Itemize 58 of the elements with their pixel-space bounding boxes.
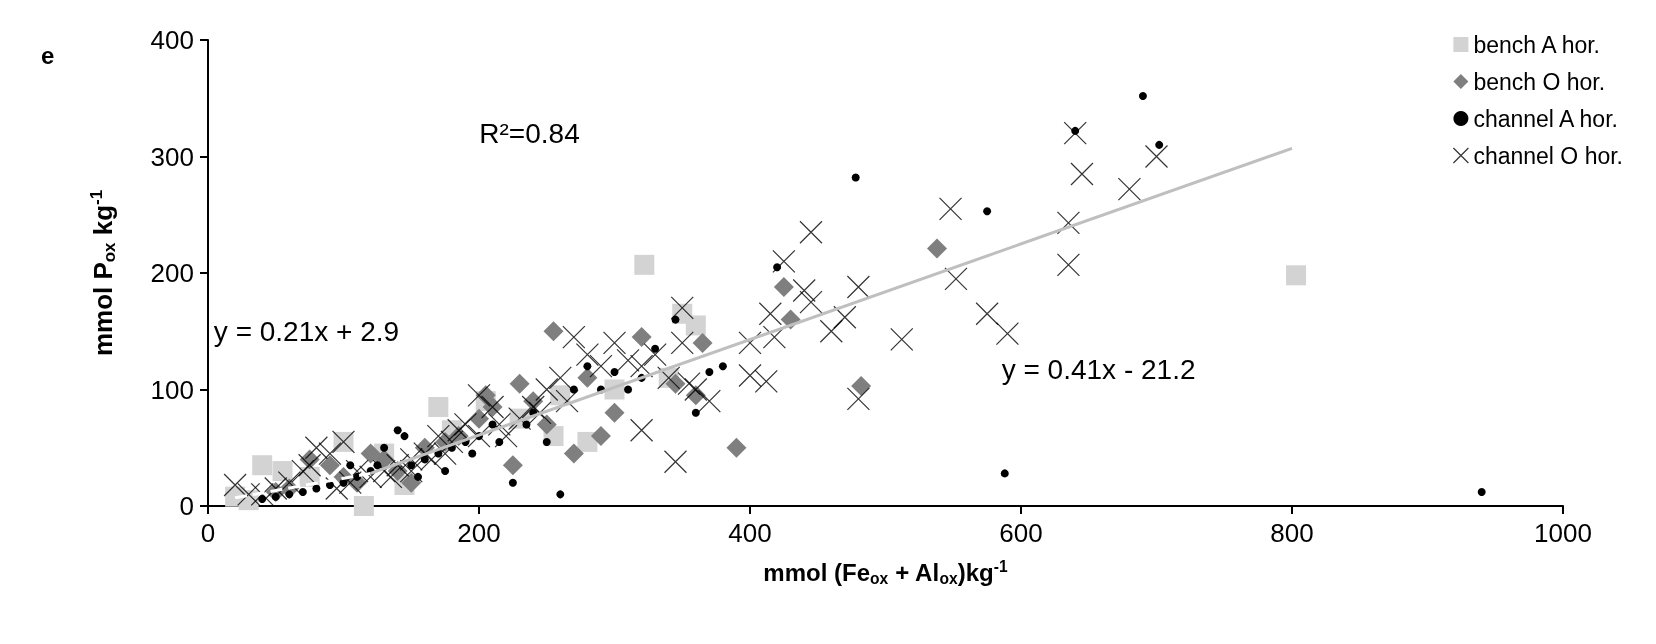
point	[252, 455, 273, 476]
point	[773, 276, 794, 297]
point	[577, 367, 598, 388]
point	[542, 437, 551, 446]
point	[298, 488, 307, 497]
x-tick-label: 400	[728, 518, 772, 548]
y-tick-label: 200	[150, 258, 194, 288]
x-tick-label: 600	[999, 518, 1043, 548]
point	[718, 362, 727, 371]
point	[353, 496, 374, 516]
point	[508, 478, 517, 487]
point	[468, 449, 477, 458]
legend-label: bench A hor.	[1473, 31, 1601, 58]
y-axis-title: mmol Pox kg-1	[87, 189, 119, 357]
y-tick-label: 400	[150, 25, 194, 55]
y-tick-label: 0	[179, 491, 194, 521]
point	[691, 408, 700, 417]
x-tick-label: 800	[1270, 518, 1314, 548]
point	[851, 173, 860, 182]
point	[726, 437, 747, 458]
point	[983, 207, 992, 216]
point	[1138, 91, 1147, 100]
annotation: y = 0.21x + 2.9	[213, 315, 400, 347]
legend-label: bench O hor.	[1473, 68, 1606, 95]
legend-label: channel O hor.	[1473, 142, 1624, 169]
point	[926, 238, 947, 259]
y-tick-label: 100	[150, 374, 194, 405]
point	[502, 455, 523, 476]
x-tick-label: 200	[457, 518, 501, 548]
legend-label: channel A hor.	[1473, 105, 1618, 132]
point	[543, 321, 564, 342]
point	[1000, 469, 1009, 478]
point	[692, 332, 713, 353]
point	[604, 402, 625, 423]
point	[393, 426, 402, 435]
point	[624, 385, 633, 394]
point	[634, 254, 655, 275]
x-tick-label: 1000	[1534, 518, 1592, 548]
point	[705, 368, 714, 377]
point	[685, 315, 706, 336]
point	[631, 327, 652, 348]
point	[563, 443, 584, 464]
point	[509, 373, 530, 394]
point	[428, 396, 449, 417]
point	[441, 467, 450, 476]
point	[556, 490, 565, 499]
chart-title: e	[41, 41, 55, 69]
y-tick-label: 300	[150, 141, 194, 172]
point	[312, 484, 321, 493]
point	[400, 432, 409, 441]
point	[590, 426, 611, 447]
annotation: y = 0.41x - 21.2	[1001, 353, 1196, 385]
point	[380, 443, 389, 452]
point	[1477, 488, 1486, 497]
annotation: R²=0.84	[479, 118, 580, 150]
x-tick-label: 0	[200, 518, 216, 548]
point	[1286, 265, 1307, 286]
point	[360, 443, 381, 464]
